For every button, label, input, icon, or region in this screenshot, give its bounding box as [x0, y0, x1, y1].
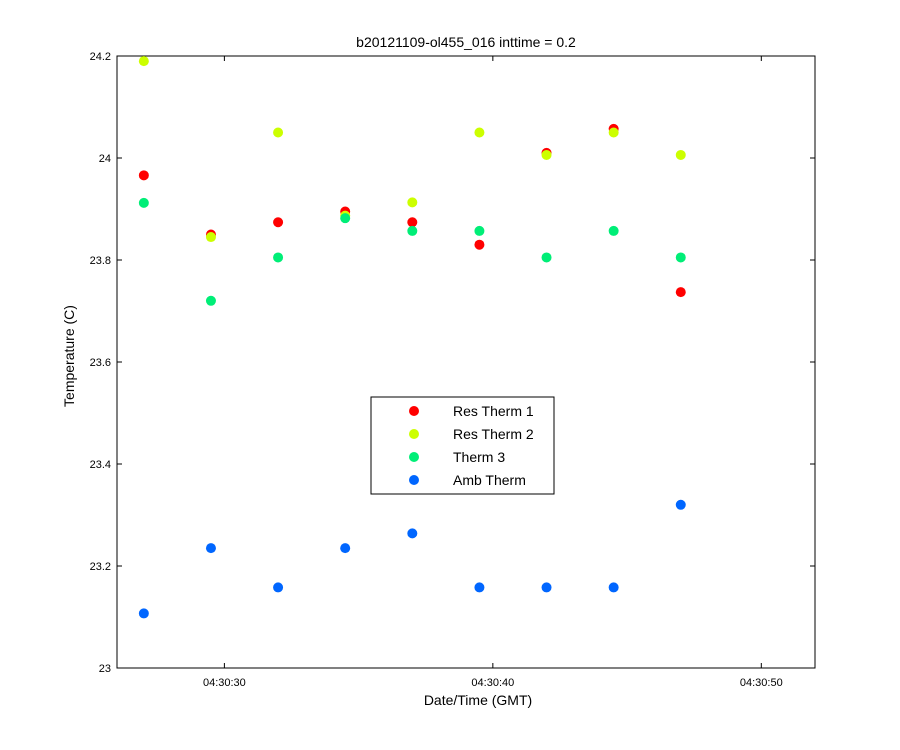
data-point [138, 608, 149, 619]
y-tick-label: 23.8 [90, 255, 111, 267]
data-point [474, 127, 485, 138]
legend-label-therm-3: Therm 3 [453, 449, 505, 465]
data-point [273, 582, 284, 593]
data-point [541, 582, 552, 593]
data-point [407, 217, 418, 228]
data-point [138, 56, 149, 67]
legend-label-res-therm-2: Res Therm 2 [453, 426, 534, 442]
data-point [541, 252, 552, 263]
x-tick-label: 04:30:50 [740, 677, 783, 689]
data-point [608, 582, 619, 593]
y-tick-label: 24.2 [90, 51, 111, 63]
y-tick-label: 24 [99, 153, 111, 165]
plot-area [116, 55, 816, 669]
legend: Res Therm 1 Res Therm 2 Therm 3 Amb Ther… [370, 396, 555, 495]
y-axis-label: Temperature (C) [61, 305, 77, 407]
y-tick-label: 23.2 [90, 561, 111, 573]
data-point [608, 127, 619, 138]
data-point [407, 197, 418, 208]
x-axis-label: Date/Time (GMT) [424, 692, 532, 708]
data-point [675, 149, 686, 160]
legend-label-res-therm-1: Res Therm 1 [453, 403, 534, 419]
data-point [205, 232, 216, 243]
y-tick-label: 23.4 [90, 459, 111, 471]
data-point [138, 170, 149, 181]
legend-marker-res-therm-1 [409, 406, 419, 416]
legend-label-amb-therm: Amb Therm [453, 472, 526, 488]
legend-box [370, 396, 555, 495]
data-point [675, 287, 686, 298]
y-tick-label: 23 [99, 663, 111, 675]
data-point [340, 543, 351, 554]
x-tick-label: 04:30:30 [203, 677, 246, 689]
data-point [407, 225, 418, 236]
legend-marker-amb-therm [409, 475, 419, 485]
data-point [474, 582, 485, 593]
legend-marker-therm-3 [409, 452, 419, 462]
data-point [340, 213, 351, 224]
data-point [273, 217, 284, 228]
x-axis-ticks: 04:30:30 04:30:40 04:30:50 [203, 56, 783, 689]
data-point [474, 239, 485, 250]
x-tick-label: 04:30:40 [471, 677, 514, 689]
data-point [205, 543, 216, 554]
data-points [138, 56, 686, 619]
data-point [205, 295, 216, 306]
data-point [675, 499, 686, 510]
data-point [608, 225, 619, 236]
data-point [273, 127, 284, 138]
y-axis-ticks: 23 23.2 23.4 23.6 23.8 24 24.2 [90, 51, 815, 675]
chart-title: b20121109-ol455_016 inttime = 0.2 [356, 34, 576, 50]
series-amb-therm [138, 499, 686, 619]
data-point [138, 197, 149, 208]
legend-marker-res-therm-2 [409, 429, 419, 439]
data-point [541, 149, 552, 160]
data-point [675, 252, 686, 263]
y-tick-label: 23.6 [90, 357, 111, 369]
series-therm-3 [138, 197, 686, 306]
data-point [474, 225, 485, 236]
data-point [273, 252, 284, 263]
data-point [407, 528, 418, 539]
